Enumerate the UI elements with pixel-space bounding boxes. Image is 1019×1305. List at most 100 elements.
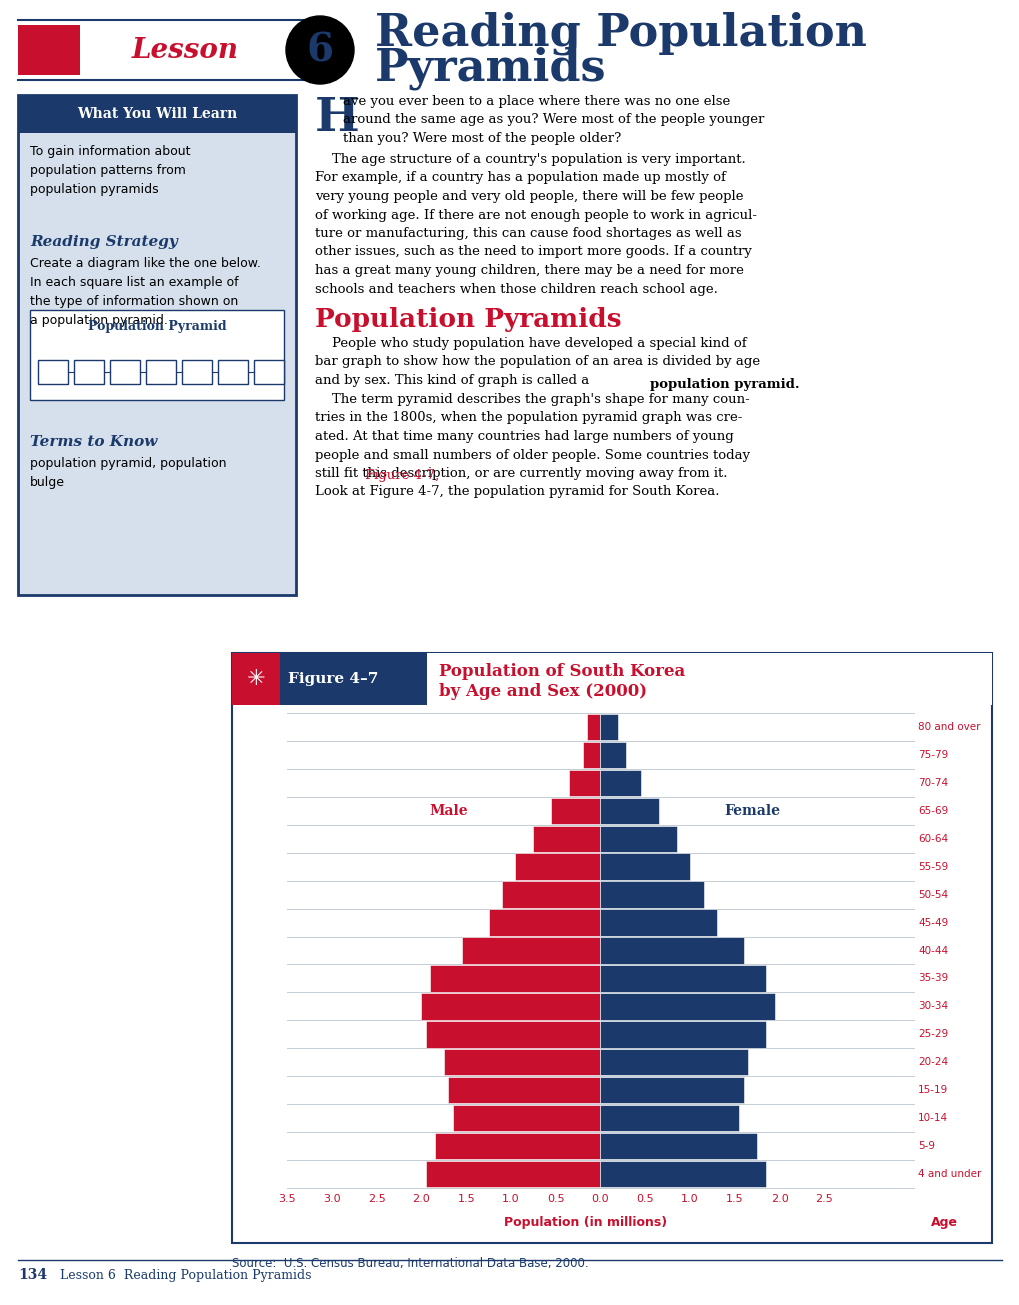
- Text: Lesson: Lesson: [131, 37, 238, 64]
- Text: 1.0: 1.0: [681, 1194, 698, 1205]
- Text: 1.0: 1.0: [501, 1194, 520, 1205]
- Text: 25-29: 25-29: [917, 1030, 948, 1039]
- Bar: [587, 714, 600, 740]
- Text: 1.5: 1.5: [726, 1194, 743, 1205]
- Text: The age structure of a country's population is very important.
For example, if a: The age structure of a country's populat…: [315, 153, 756, 295]
- Bar: [425, 1021, 600, 1048]
- Text: 40-44: 40-44: [917, 946, 948, 955]
- Bar: [600, 797, 658, 823]
- Text: Reading Strategy: Reading Strategy: [30, 235, 177, 249]
- Bar: [74, 360, 104, 384]
- Bar: [254, 360, 283, 384]
- Text: 30-34: 30-34: [917, 1001, 948, 1011]
- Bar: [231, 652, 427, 705]
- Bar: [515, 853, 600, 880]
- Bar: [38, 360, 68, 384]
- Bar: [600, 1021, 765, 1048]
- Text: 65-69: 65-69: [917, 805, 948, 816]
- Text: 2.5: 2.5: [367, 1194, 385, 1205]
- Bar: [231, 652, 991, 1242]
- Text: Figure 4-7,: Figure 4-7,: [365, 468, 439, 482]
- Bar: [231, 652, 991, 705]
- Bar: [218, 360, 248, 384]
- Text: People who study population have developed a special kind of
bar graph to show h: People who study population have develop…: [315, 337, 759, 388]
- Text: 45-49: 45-49: [917, 917, 948, 928]
- Text: 134: 134: [18, 1268, 47, 1282]
- Text: Figure 4–7: Figure 4–7: [287, 672, 378, 686]
- Text: Age: Age: [929, 1216, 957, 1229]
- Text: 15-19: 15-19: [917, 1086, 948, 1095]
- Bar: [600, 966, 765, 992]
- Bar: [600, 853, 690, 880]
- Bar: [569, 770, 600, 796]
- Text: Create a diagram like the one below.
In each square list an example of
the type : Create a diagram like the one below. In …: [30, 257, 261, 328]
- Bar: [600, 1077, 743, 1104]
- Text: 35-39: 35-39: [917, 974, 948, 984]
- Bar: [18, 20, 318, 80]
- Bar: [18, 25, 79, 74]
- Bar: [600, 826, 676, 852]
- Circle shape: [285, 16, 354, 84]
- Text: 3.5: 3.5: [278, 1194, 296, 1205]
- Text: 2.0: 2.0: [770, 1194, 788, 1205]
- Text: 75-79: 75-79: [917, 750, 948, 760]
- Bar: [501, 881, 600, 908]
- Text: Pyramids: Pyramids: [375, 46, 606, 90]
- Text: 50-54: 50-54: [917, 890, 948, 899]
- Text: 55-59: 55-59: [917, 861, 948, 872]
- Bar: [600, 770, 640, 796]
- Text: Population of South Korea: Population of South Korea: [438, 663, 685, 680]
- Text: 20-24: 20-24: [917, 1057, 948, 1067]
- Bar: [582, 741, 600, 769]
- Bar: [600, 714, 618, 740]
- Text: Reading Population: Reading Population: [375, 12, 866, 55]
- Text: Male: Male: [429, 804, 467, 818]
- Text: 5-9: 5-9: [917, 1141, 934, 1151]
- Bar: [550, 797, 600, 823]
- Bar: [600, 1049, 748, 1075]
- Bar: [146, 360, 176, 384]
- Text: 4 and under: 4 and under: [917, 1169, 980, 1178]
- Bar: [434, 1133, 600, 1159]
- Bar: [600, 910, 716, 936]
- Text: 10-14: 10-14: [917, 1113, 948, 1124]
- Text: 2.5: 2.5: [815, 1194, 833, 1205]
- Bar: [110, 360, 140, 384]
- Text: 0.5: 0.5: [546, 1194, 564, 1205]
- Text: 70-74: 70-74: [917, 778, 948, 788]
- Bar: [30, 311, 283, 401]
- Bar: [600, 741, 625, 769]
- Text: Terms to Know: Terms to Know: [30, 435, 157, 449]
- Text: by Age and Sex (2000): by Age and Sex (2000): [438, 683, 646, 699]
- Bar: [447, 1077, 600, 1104]
- Text: The term pyramid describes the graph's shape for many coun-
tries in the 1800s, : The term pyramid describes the graph's s…: [315, 393, 749, 499]
- Bar: [443, 1049, 600, 1075]
- Text: Population Pyramids: Population Pyramids: [315, 307, 621, 331]
- Bar: [18, 95, 296, 133]
- Bar: [421, 993, 600, 1019]
- Text: To gain information about
population patterns from
population pyramids: To gain information about population pat…: [30, 145, 191, 196]
- Bar: [452, 1105, 600, 1131]
- Bar: [600, 1133, 756, 1159]
- Text: 2.0: 2.0: [412, 1194, 430, 1205]
- Text: ave you ever been to a place where there was no one else
around the same age as : ave you ever been to a place where there…: [342, 95, 763, 145]
- Text: 1.5: 1.5: [457, 1194, 475, 1205]
- Bar: [600, 993, 774, 1019]
- Bar: [600, 1105, 739, 1131]
- Bar: [181, 360, 212, 384]
- Bar: [18, 95, 296, 595]
- Text: Population Pyramid: Population Pyramid: [88, 320, 226, 333]
- Text: Female: Female: [725, 804, 780, 818]
- Text: 60-64: 60-64: [917, 834, 948, 844]
- Text: population pyramid, population
bulge: population pyramid, population bulge: [30, 457, 226, 489]
- Text: 0.5: 0.5: [636, 1194, 653, 1205]
- Text: What You Will Learn: What You Will Learn: [76, 107, 236, 121]
- Bar: [600, 881, 703, 908]
- Text: Source:  U.S. Census Bureau, International Data Base, 2000.: Source: U.S. Census Bureau, Internationa…: [231, 1257, 588, 1270]
- Text: population pyramid.: population pyramid.: [649, 378, 799, 392]
- Text: ✳: ✳: [247, 669, 265, 689]
- Text: 6: 6: [306, 31, 333, 69]
- Text: 80 and over: 80 and over: [917, 722, 979, 732]
- Text: 3.0: 3.0: [323, 1194, 340, 1205]
- Bar: [231, 652, 280, 705]
